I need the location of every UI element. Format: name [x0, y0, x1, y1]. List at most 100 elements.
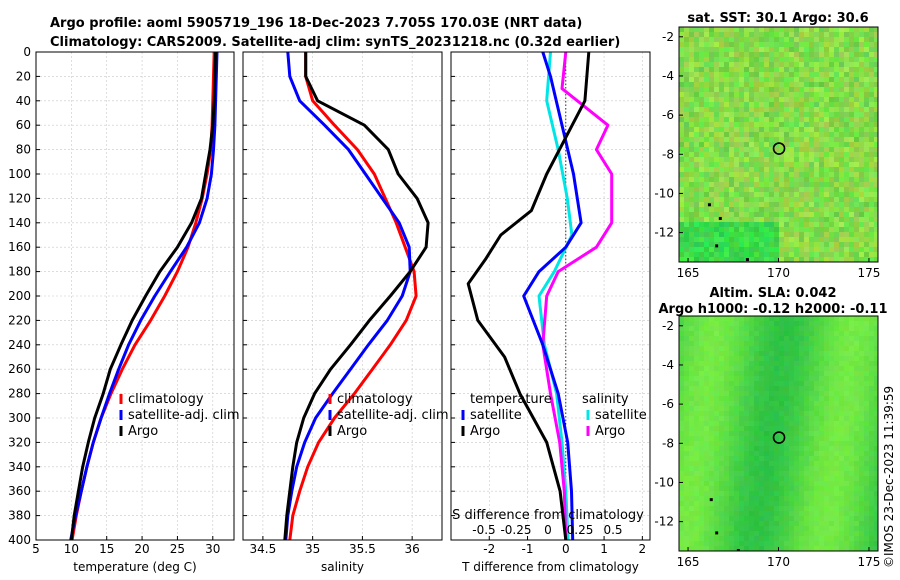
map-cell [729, 331, 735, 337]
map-cell [789, 456, 795, 462]
map-cell [819, 351, 825, 357]
map-cell [769, 142, 775, 148]
map-cell [869, 446, 875, 452]
map-cell [859, 521, 865, 527]
map-cell [849, 107, 855, 113]
map-cell [769, 92, 775, 98]
map-cell [854, 237, 860, 243]
map-cell [869, 117, 875, 123]
map-cell [839, 247, 845, 253]
map-cell [744, 142, 750, 148]
map-cell [784, 102, 790, 108]
map-cell [829, 471, 835, 477]
map-cell [829, 531, 835, 537]
map-cell [864, 37, 870, 43]
map-cell [749, 187, 755, 193]
map-cell [769, 321, 775, 327]
map-cell [794, 486, 800, 492]
map-cell [749, 496, 755, 502]
map-cell [714, 421, 720, 427]
map-cell [784, 421, 790, 427]
map-cell [789, 316, 795, 322]
map-cell [719, 192, 725, 198]
map-cell [729, 546, 735, 551]
map-cell [714, 401, 720, 407]
map-cell [769, 217, 775, 223]
map-cell [754, 97, 760, 103]
map-cell [859, 371, 865, 377]
map-cell [859, 526, 865, 532]
map-cell [764, 107, 770, 113]
map-cell [844, 92, 850, 98]
map-cell [764, 456, 770, 462]
map-cell [779, 421, 785, 427]
map-cell [784, 321, 790, 327]
map-cell [854, 356, 860, 362]
map-cell [794, 67, 800, 73]
legend-label: Argo [128, 424, 158, 439]
map-cell [789, 97, 795, 103]
map-cell [729, 326, 735, 332]
map-cell [844, 481, 850, 487]
map-cell [769, 252, 775, 258]
map-cell [734, 546, 740, 551]
map-cell [864, 102, 870, 108]
map-cell [834, 52, 840, 58]
map-cell [809, 127, 815, 133]
map-cell [849, 187, 855, 193]
map-cell [734, 396, 740, 402]
map-cell [694, 481, 700, 487]
map-cell [679, 521, 685, 527]
map-cell [834, 182, 840, 188]
map-cell [699, 546, 705, 551]
x-axis-label: T difference from climatology [461, 560, 639, 574]
map-cell [744, 32, 750, 38]
map-cell [849, 227, 855, 233]
map-cell [864, 177, 870, 183]
y-tick-label: 0 [23, 45, 31, 59]
map-cell [799, 217, 805, 223]
map-cell [739, 351, 745, 357]
map-cell [844, 207, 850, 213]
map-cell [854, 526, 860, 532]
map-cell [709, 37, 715, 43]
x2-axis-label: S difference from climatology [452, 508, 644, 523]
map-cell [769, 361, 775, 367]
map-cell [874, 57, 878, 63]
map-cell [864, 386, 870, 392]
map-cell [714, 187, 720, 193]
map-cell [774, 366, 780, 372]
map-cell [864, 197, 870, 203]
map-cell [684, 257, 690, 262]
map-cell [819, 192, 825, 198]
map-cell [834, 371, 840, 377]
map-cell [834, 326, 840, 332]
map-cell [724, 416, 730, 422]
map-cell [694, 127, 700, 133]
map-cell [794, 127, 800, 133]
map-cell [754, 147, 760, 153]
map-cell [869, 252, 875, 258]
map-cell [834, 451, 840, 457]
map-cell [684, 172, 690, 178]
map-cell [684, 72, 690, 78]
map-cell [759, 187, 765, 193]
map-cell [714, 257, 720, 262]
map-cell [784, 341, 790, 347]
map-cell [814, 112, 820, 118]
map-cell [739, 132, 745, 138]
map-cell [854, 147, 860, 153]
map-cell [714, 326, 720, 332]
map-cell [834, 391, 840, 397]
map-cell [829, 122, 835, 128]
map-cell [759, 67, 765, 73]
map-cell [849, 192, 855, 198]
map-cell [774, 391, 780, 397]
map-cell [839, 546, 845, 551]
map-cell [869, 416, 875, 422]
map-cell [794, 521, 800, 527]
legend-label: climatology [128, 392, 204, 407]
map-cell [714, 431, 720, 437]
map-cell [844, 541, 850, 547]
